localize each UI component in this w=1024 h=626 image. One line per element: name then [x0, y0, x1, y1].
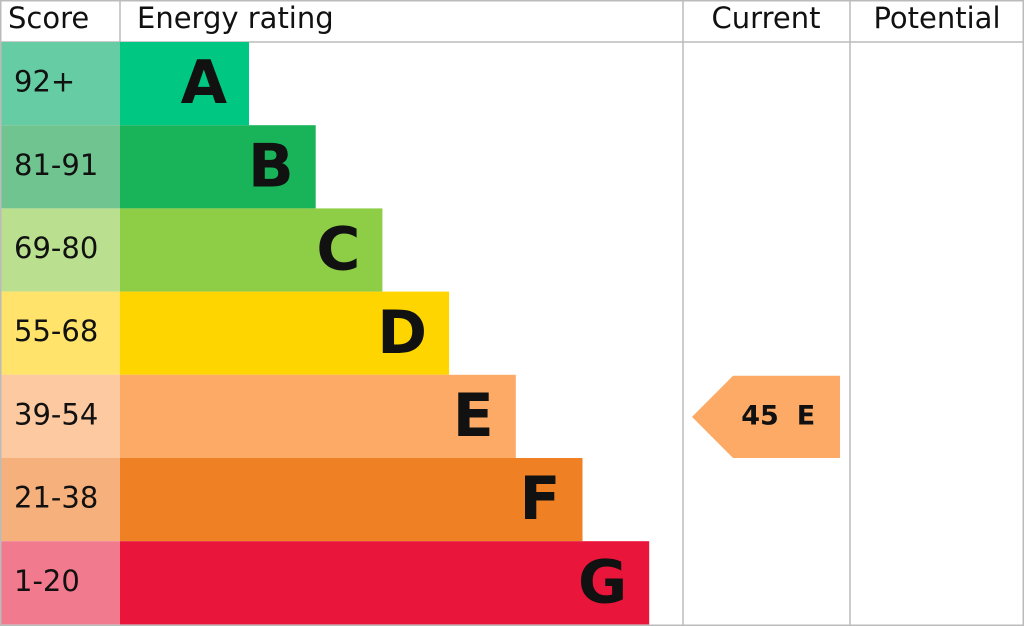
score-cell [1, 208, 120, 292]
header-score: Score [8, 1, 89, 35]
header-current: Current [712, 1, 821, 35]
rating-letter: B [248, 131, 294, 201]
current-arrow [692, 375, 840, 458]
score-label: 1-20 [14, 564, 80, 598]
rating-letter: E [453, 381, 494, 451]
score-label: 69-80 [14, 231, 98, 265]
score-label: 39-54 [14, 397, 98, 431]
rating-letter: D [377, 298, 427, 368]
score-label: 55-68 [14, 314, 98, 348]
rating-letter: C [316, 215, 360, 285]
score-label: 81-91 [14, 148, 98, 182]
current-rating: E [797, 400, 815, 431]
score-label: 21-38 [14, 481, 98, 515]
rating-bar [120, 42, 249, 126]
score-cell [1, 42, 120, 126]
score-label: 92+ [14, 65, 75, 99]
current-value: 45 [741, 400, 779, 431]
rating-bar [120, 458, 583, 542]
rating-letter: A [181, 48, 228, 118]
score-cell [1, 458, 120, 542]
rating-bar [120, 125, 316, 209]
rating-bar [120, 208, 383, 292]
rating-bar [120, 374, 516, 458]
header-rating: Energy rating [137, 1, 334, 35]
rating-bar [120, 291, 450, 375]
rating-letter: G [578, 547, 627, 617]
rating-letter: F [520, 464, 561, 534]
score-cell [1, 541, 120, 625]
header-potential: Potential [873, 1, 1000, 35]
score-cell [1, 125, 120, 209]
rating-bar [120, 541, 650, 625]
score-cell [1, 374, 120, 458]
score-cell [1, 291, 120, 375]
